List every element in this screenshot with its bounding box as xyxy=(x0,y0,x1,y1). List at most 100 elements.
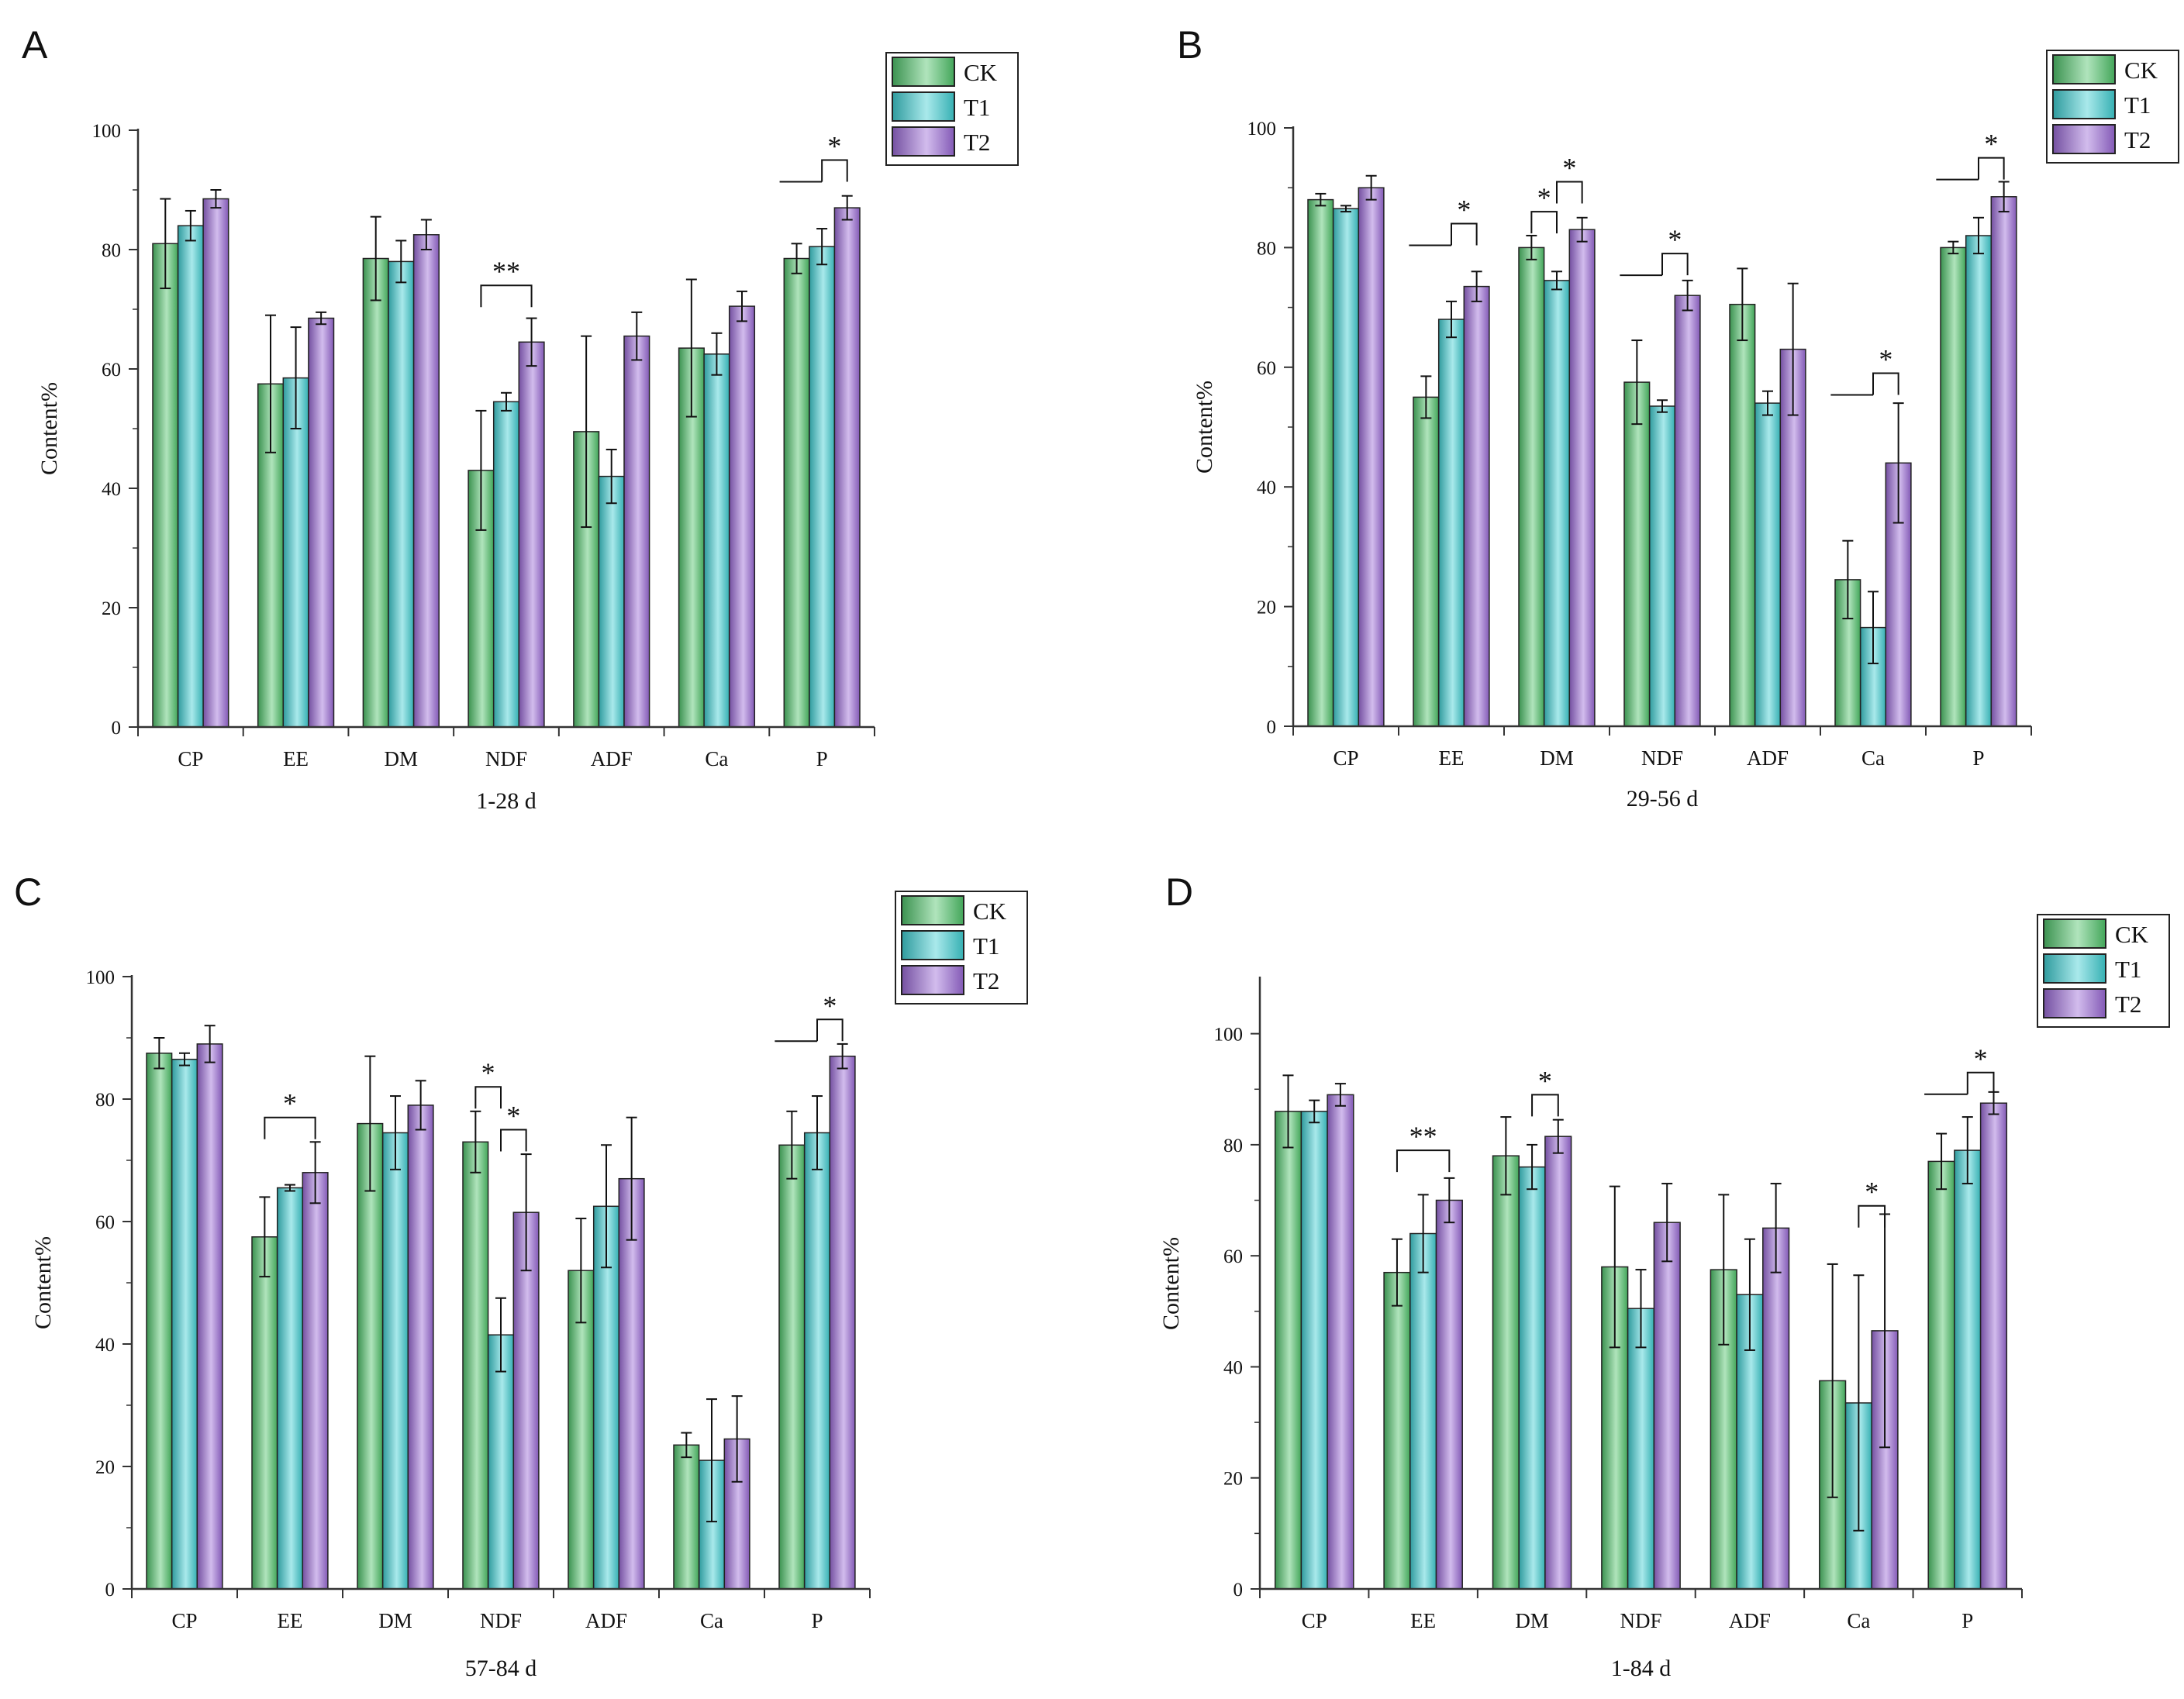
x-tick-label: P xyxy=(811,1609,823,1632)
bar-ck-adf xyxy=(1729,303,1756,727)
significance-bracket xyxy=(1451,222,1478,246)
significance-bracket xyxy=(474,1086,502,1109)
panel-d: D 0 20 40 60 80 100 CP EE DM NDF ADF Ca P 1-84 d Conten… xyxy=(1158,870,2170,1681)
bar-ck-ee xyxy=(251,1236,278,1590)
y-tick-label: 60 xyxy=(1257,358,1276,379)
y-tick-label: 40 xyxy=(1257,477,1276,498)
bar-t1-dm xyxy=(381,1132,409,1590)
bar-ck-dm xyxy=(1518,246,1545,727)
bar-t2-adf xyxy=(618,1177,645,1590)
significance-label: ** xyxy=(1409,1121,1437,1152)
significance-label: ** xyxy=(492,256,520,287)
bar-t1-p xyxy=(1965,235,1993,727)
significance-bracket xyxy=(1872,372,1899,395)
bar-t1-ee xyxy=(282,377,309,728)
significance-label: * xyxy=(1974,1043,1988,1074)
x-tick-label: EE xyxy=(1410,1609,1436,1632)
x-tick-label: Ca xyxy=(700,1609,723,1632)
x-tick-label: EE xyxy=(278,1609,303,1632)
legend-swatch-t1 xyxy=(2052,89,2116,119)
bar-t1-dm xyxy=(1518,1166,1546,1590)
bar-ck-p xyxy=(1940,246,1967,727)
legend-label-t1: T1 xyxy=(2115,956,2141,983)
y-tick-label: 20 xyxy=(1223,1469,1243,1490)
x-tick-label: NDF xyxy=(485,747,527,770)
x-tick-label: Ca xyxy=(1861,746,1885,770)
y-tick-label: 20 xyxy=(95,1457,115,1478)
bar-t2-ee xyxy=(308,317,335,728)
x-tick-label: ADF xyxy=(591,747,633,770)
bar-t1-ndf xyxy=(487,1334,515,1590)
x-tick-label: P xyxy=(1961,1609,1973,1632)
y-tick-label: 40 xyxy=(1223,1357,1243,1378)
significance-bracket xyxy=(816,1018,844,1042)
y-axis-title: Content% xyxy=(30,1236,56,1329)
bar-t1-ee xyxy=(1437,319,1465,727)
x-tick-label: P xyxy=(816,747,828,770)
x-tick-label: EE xyxy=(283,747,309,770)
y-tick-label: 100 xyxy=(86,967,116,988)
significance-label: * xyxy=(1457,195,1471,226)
significance-label: * xyxy=(506,1101,520,1132)
significance-label: * xyxy=(1668,224,1682,255)
bar-ck-dm xyxy=(357,1122,384,1590)
panel-letter: C xyxy=(14,870,42,914)
significance-label: * xyxy=(481,1057,495,1088)
legend-swatch-t2 xyxy=(2043,988,2106,1018)
x-tick-label: NDF xyxy=(480,1609,522,1632)
bar-t2-ee xyxy=(1463,285,1490,727)
significance-label: * xyxy=(1879,344,1892,375)
x-tick-label: Ca xyxy=(705,747,728,770)
y-axis-title: Content% xyxy=(1192,381,1217,474)
x-tick-label: P xyxy=(1972,746,1984,770)
panel-letter: A xyxy=(22,23,48,67)
y-tick-label: 100 xyxy=(92,121,122,142)
significance-bracket xyxy=(264,1116,316,1139)
y-tick-label: 80 xyxy=(1223,1136,1243,1156)
x-tick-label: CP xyxy=(1333,746,1358,770)
x-tick-label: DM xyxy=(385,747,419,770)
bar-t2-adf xyxy=(623,335,650,728)
bar-t2-cp xyxy=(1358,187,1385,727)
x-tick-label: DM xyxy=(1515,1609,1549,1632)
legend-label-t1: T1 xyxy=(964,94,990,121)
bar-t1-ndf xyxy=(1627,1308,1655,1590)
legend-swatch-ck xyxy=(2043,918,2106,949)
x-tick-label: NDF xyxy=(1620,1609,1661,1632)
significance-label: * xyxy=(1562,152,1576,183)
bar-t2-p xyxy=(1979,1102,2008,1590)
significance-bracket xyxy=(1530,211,1558,234)
bar-ck-p xyxy=(1927,1160,1955,1590)
significance-bracket xyxy=(1978,157,2005,180)
bar-t1-ee xyxy=(276,1187,304,1590)
y-tick-label: 20 xyxy=(1257,598,1276,619)
legend-label-t1: T1 xyxy=(2124,91,2151,119)
bar-t1-p xyxy=(809,246,836,728)
bar-t1-ca xyxy=(703,353,730,728)
legend-swatch-ck xyxy=(2052,54,2116,84)
bar-ck-ee xyxy=(1413,396,1440,727)
y-tick-label: 0 xyxy=(105,1580,116,1601)
y-tick-label: 80 xyxy=(95,1090,115,1111)
bar-t1-p xyxy=(803,1132,831,1590)
bar-t2-ee xyxy=(1435,1199,1463,1590)
y-tick-label: 60 xyxy=(102,360,121,381)
legend-label-ck: CK xyxy=(973,898,1007,925)
y-tick-label: 0 xyxy=(112,718,122,739)
significance-bracket xyxy=(1396,1149,1451,1173)
significance-label: * xyxy=(1537,182,1551,213)
x-tick-label: CP xyxy=(178,747,203,770)
bar-ck-ca xyxy=(673,1444,700,1590)
bar-ck-p xyxy=(783,257,810,728)
y-axis-title: Content% xyxy=(36,382,62,475)
significance-bracket xyxy=(821,159,848,182)
bar-t1-dm xyxy=(1543,280,1571,727)
significance-label: * xyxy=(1984,129,1998,160)
y-tick-label: 0 xyxy=(1233,1580,1244,1601)
y-tick-label: 0 xyxy=(1267,717,1277,738)
bar-t2-dm xyxy=(1568,229,1596,727)
legend-swatch-t1 xyxy=(901,930,964,960)
legend-swatch-ck xyxy=(901,895,964,925)
x-tick-label: EE xyxy=(1439,746,1465,770)
